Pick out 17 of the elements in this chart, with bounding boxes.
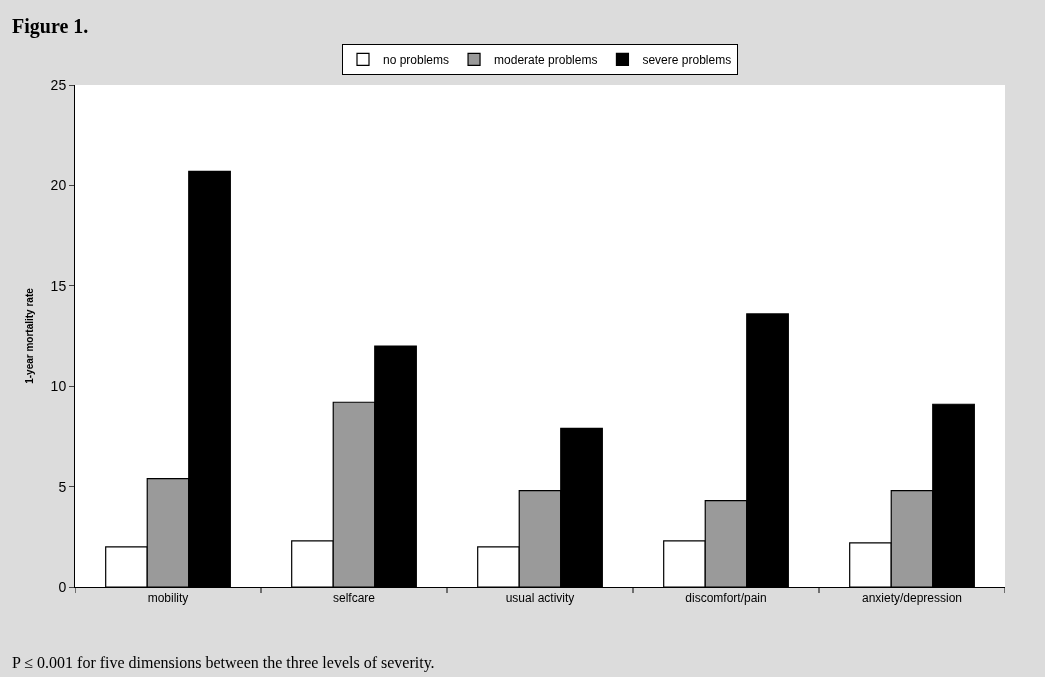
y-axis-title: 1-year mortality rate (23, 287, 35, 384)
legend-label: severe problems (642, 53, 732, 68)
text: P ≤ 0.001 for five dimensions between the three levels of severity. (12, 654, 435, 672)
x-tick-label: mobility (147, 591, 189, 606)
y-tick-label: 25 (50, 76, 67, 93)
y-tick-label: 0 (58, 578, 67, 595)
chart-title: Figure 1. (12, 15, 89, 38)
y-tick-label: 5 (58, 478, 67, 495)
legend-label: no problems (383, 53, 450, 68)
y-tick-label: 15 (50, 277, 67, 294)
y-tick-label: 20 (50, 177, 67, 194)
y-tick-label: 10 (50, 378, 67, 395)
x-tick-label: usual activity (505, 591, 575, 606)
x-tick-label: discomfort/pain (685, 591, 767, 606)
x-tick-label: anxiety/depression (861, 591, 963, 606)
x-tick-label: selfcare (332, 591, 376, 606)
legend-label: moderate problems (494, 53, 598, 68)
